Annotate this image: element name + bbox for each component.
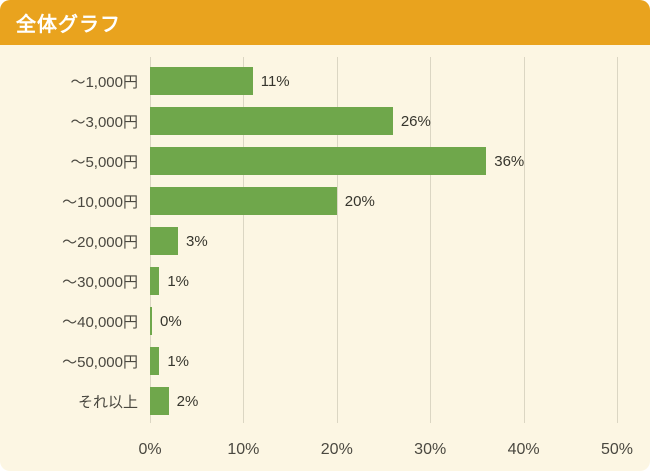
bar-row: ～50,000円 1%: [0, 341, 617, 381]
gridline: [617, 57, 618, 423]
category-label: それ以上: [77, 393, 138, 411]
bar-row: ～1,000円 11%: [0, 61, 617, 101]
bar-chart: ～1,000円 11% ～3,000円 26% ～5,000円 36% ～10,000円 20…: [0, 45, 650, 471]
category-label: ～40,000円: [62, 313, 138, 331]
gridline: [336, 57, 338, 423]
bar-row: ～30,000円 1%: [0, 261, 617, 301]
bar: [150, 67, 253, 95]
bar: [150, 267, 160, 295]
value-label: 1%: [167, 272, 190, 290]
x-tick-label: 0%: [138, 441, 162, 458]
category-label: ～3,000円: [70, 113, 138, 131]
value-label: 2%: [176, 392, 199, 410]
bar: [150, 227, 179, 255]
bar-row: ～20,000円 3%: [0, 221, 617, 261]
category-label: ～1,000円: [70, 73, 138, 91]
bar-track: 2%: [150, 387, 617, 415]
bar-track: 1%: [150, 267, 617, 295]
bar: [150, 147, 487, 175]
category-label: ～20,000円: [62, 233, 138, 251]
bar: [150, 347, 160, 375]
value-label: 0%: [160, 312, 182, 330]
bar-row: ～3,000円 26%: [0, 101, 617, 141]
gridline: [430, 57, 432, 423]
bar-row: ～5,000円 36%: [0, 141, 617, 181]
bar-track: 11%: [150, 67, 617, 95]
bar-track: 26%: [150, 107, 617, 135]
value-label: 20%: [344, 192, 375, 210]
bar-track: 0%: [150, 307, 617, 335]
x-tick-label: 30%: [414, 441, 447, 458]
gridline: [243, 57, 245, 423]
bar-row: それ以上 2%: [0, 381, 617, 421]
bar: [150, 307, 152, 335]
chart-header: 全体グラフ: [0, 0, 650, 45]
value-label: 3%: [186, 232, 208, 250]
category-label: ～10,000円: [62, 193, 138, 211]
bar: [150, 107, 393, 135]
category-label: ～30,000円: [62, 273, 138, 291]
value-label: 36%: [494, 152, 525, 170]
bar-track: 36%: [150, 147, 617, 175]
category-label: ～5,000円: [70, 153, 138, 171]
bar-row: ～10,000円 20%: [0, 181, 617, 221]
x-tick-label: 10%: [227, 441, 260, 458]
x-tick-label: 40%: [507, 441, 540, 458]
gridline: [523, 57, 525, 423]
bar-track: 1%: [150, 347, 617, 375]
bar-track: 3%: [150, 227, 617, 255]
bar: [150, 387, 169, 415]
bar-row: ～40,000円 0%: [0, 301, 617, 341]
x-tick-label: 50%: [600, 441, 634, 458]
bar-track: 20%: [150, 187, 617, 215]
x-axis: 0% 10% 20% 30% 40% 50%: [138, 441, 633, 463]
bar-rows: ～1,000円 11% ～3,000円 26% ～5,000円 36% ～10,000円 20…: [0, 61, 617, 421]
value-label: 11%: [260, 72, 290, 90]
category-label: ～50,000円: [62, 353, 138, 371]
value-label: 1%: [167, 352, 190, 370]
value-label: 26%: [400, 112, 431, 130]
bar: [150, 187, 337, 215]
page-title: 全体グラフ: [16, 14, 121, 36]
x-tick-label: 20%: [320, 441, 353, 458]
